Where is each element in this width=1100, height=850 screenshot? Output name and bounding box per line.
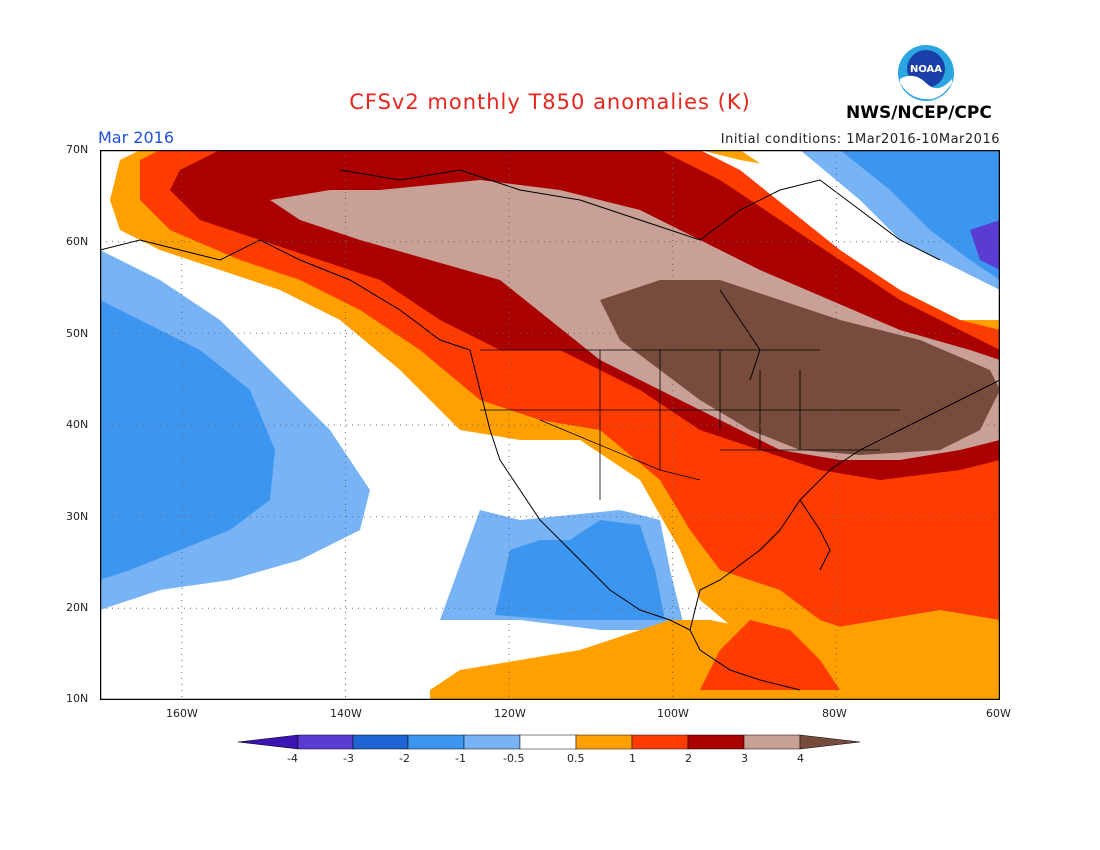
initial-conditions: Initial conditions: 1Mar2016-10Mar2016 — [720, 132, 1000, 147]
colorbar — [238, 734, 861, 750]
colorbar-swatch — [352, 734, 409, 750]
lon-label: 60W — [986, 707, 1011, 720]
forecast-month: Mar 2016 — [98, 128, 174, 147]
lat-label: 40N — [66, 418, 89, 431]
colorbar-swatch — [519, 734, 577, 750]
colorbar-label: 2 — [685, 752, 692, 765]
lat-label: 70N — [66, 143, 89, 156]
lon-label: 120W — [494, 707, 526, 720]
colorbar-label: -0.5 — [503, 752, 525, 765]
lon-label: 100W — [657, 707, 689, 720]
lon-label: 140W — [330, 707, 362, 720]
lon-label: 160W — [166, 707, 198, 720]
map-title: CFSv2 monthly T850 anomalies (K) — [349, 90, 751, 114]
colorbar-label: -2 — [399, 752, 410, 765]
colorbar-label: -4 — [287, 752, 298, 765]
colorbar-swatch — [687, 734, 745, 750]
colorbar-swatch — [407, 734, 465, 750]
warm-core-brown — [600, 280, 1000, 455]
lat-label: 30N — [66, 510, 89, 523]
colorbar-label: 1 — [629, 752, 636, 765]
anomaly-map — [100, 150, 1000, 700]
colorbar-label: -3 — [343, 752, 354, 765]
caribbean-warm-orange — [430, 610, 1000, 700]
svg-text:NOAA: NOAA — [910, 64, 942, 75]
noaa-logo: NOAA — [896, 43, 956, 107]
graticule — [100, 150, 1000, 700]
colorbar-swatch — [297, 734, 354, 750]
colorbar-swatch — [799, 734, 861, 750]
colorbar-swatch — [631, 734, 689, 750]
colorbar-label: 0.5 — [567, 752, 585, 765]
lon-label: 80W — [822, 707, 847, 720]
agency-label: NWS/NCEP/CPC — [846, 103, 992, 123]
colorbar-label: -1 — [455, 752, 466, 765]
colorbar-swatch — [743, 734, 801, 750]
coastlines — [100, 169, 1000, 691]
lat-label: 60N — [66, 235, 89, 248]
colorbar-label: 3 — [741, 752, 748, 765]
lat-label: 10N — [66, 692, 89, 705]
colorbar-swatch — [463, 734, 521, 750]
colorbar-swatch — [238, 734, 299, 750]
political-boundaries — [480, 349, 900, 500]
caribbean-warm-red — [700, 620, 840, 690]
mexico-cool-core — [495, 520, 665, 620]
lat-label: 20N — [66, 601, 89, 614]
colorbar-swatch — [575, 734, 633, 750]
atlantic-cool-mid — [840, 150, 1000, 280]
atlantic-cool-core — [970, 220, 1000, 270]
map-frame — [100, 150, 1000, 700]
lat-label: 50N — [66, 327, 89, 340]
colorbar-label: 4 — [797, 752, 804, 765]
pacific-cool-core — [100, 300, 275, 580]
